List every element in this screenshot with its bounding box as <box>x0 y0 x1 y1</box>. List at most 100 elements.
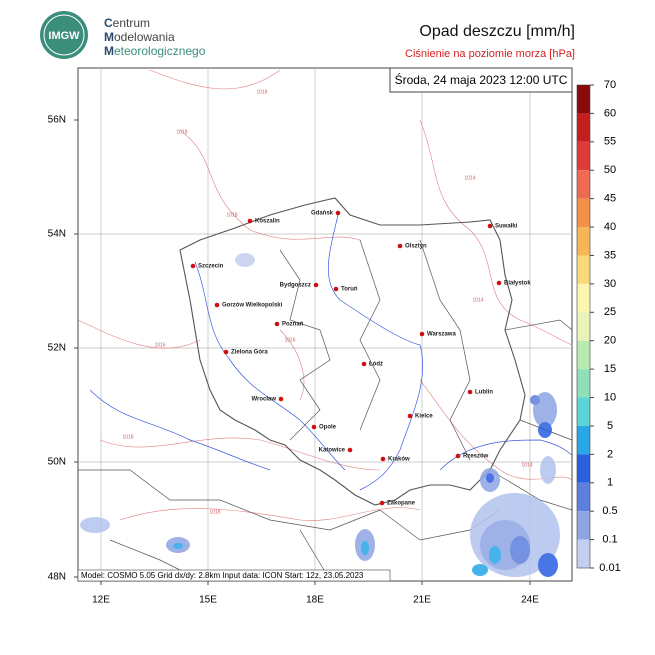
city-marker <box>496 280 502 286</box>
city-label: Rzeszów <box>463 454 489 460</box>
colorbar-label: 1 <box>607 477 613 489</box>
colorbar-label: 0.1 <box>602 533 617 545</box>
colorbar-label: 20 <box>604 335 616 347</box>
colorbar-label: 35 <box>604 249 616 261</box>
title: Opad deszczu [mm/h] <box>419 23 575 40</box>
city-label: Gdańsk <box>311 211 334 217</box>
borders <box>78 197 573 581</box>
colorbar-label: 2 <box>607 448 613 460</box>
city-label: Zielona Góra <box>231 350 268 356</box>
colorbar-segment <box>577 369 590 398</box>
city-label: Warszawa <box>427 332 456 338</box>
colorbar-segment <box>577 113 590 142</box>
colorbar-segment <box>577 340 590 370</box>
lon-label: 24E <box>521 595 539 606</box>
isobar-label: 1016 <box>154 342 165 348</box>
city-marker <box>487 223 493 229</box>
colorbar-segment <box>577 283 590 313</box>
city-label: Białystok <box>504 281 531 287</box>
city-label: Poznań <box>282 322 304 328</box>
model-info: Model: COSMO 5.05 Grid dx/dy: 2.8km Inpu… <box>81 571 364 580</box>
city-marker <box>223 349 229 355</box>
colorbar-segment <box>577 255 590 284</box>
colorbar-label: 15 <box>604 363 616 375</box>
lat-label: 56N <box>48 115 66 126</box>
time-box <box>389 67 573 93</box>
colorbar-segment <box>577 454 590 483</box>
isobar-label: 1018 <box>176 129 187 135</box>
city-label: Koszalin <box>255 219 280 225</box>
city-label: Zakopane <box>387 501 416 507</box>
colorbar-label: 55 <box>604 136 616 148</box>
lat-label: 52N <box>48 343 66 354</box>
colorbar-segment <box>577 141 590 171</box>
city-label: Suwałki <box>495 224 518 230</box>
city-marker <box>214 302 220 308</box>
city-marker <box>407 413 413 419</box>
colorbar-label: 45 <box>604 193 616 205</box>
city-label: Szczecin <box>198 264 224 270</box>
colorbar-segment <box>577 482 590 512</box>
logo <box>40 11 88 59</box>
city-marker <box>361 361 367 367</box>
colorbar-label: 10 <box>604 391 616 403</box>
colorbar-segment <box>577 170 590 199</box>
city-label: Opole <box>319 425 337 431</box>
colorbar-segment <box>577 227 590 256</box>
city-marker <box>274 321 280 327</box>
city-label: Kraków <box>388 457 410 463</box>
isobar-label: 1018 <box>256 89 267 95</box>
colorbar-label: 30 <box>604 278 616 290</box>
precipitation <box>80 253 560 577</box>
isobar-label: 1018 <box>226 212 237 218</box>
city-label: Bydgoszcz <box>280 283 311 289</box>
colorbar-label: 5 <box>607 420 613 432</box>
subtitle: Ciśnienie na poziomie morza [hPa] <box>405 48 575 60</box>
colorbar-label: 40 <box>604 221 616 233</box>
colorbar-segment <box>577 539 590 568</box>
colorbar-label: 25 <box>604 306 616 318</box>
city-marker <box>397 243 403 249</box>
colorbar-segment <box>577 397 590 426</box>
city-label: Katowice <box>319 448 346 454</box>
city-label: Lublin <box>475 390 493 396</box>
colorbar-segment <box>577 312 590 341</box>
org-line: Centrum <box>104 16 151 30</box>
valid-time: Środa, 24 maja 2023 12:00 UTC <box>395 72 568 87</box>
logo-ring <box>43 14 85 56</box>
isobar-label: 1018 <box>122 434 133 440</box>
city-marker <box>467 389 473 395</box>
colorbar-label: 0.5 <box>602 505 617 517</box>
colorbar-segment <box>577 85 590 114</box>
city-marker <box>311 424 317 430</box>
isobar-label: 1014 <box>472 297 483 303</box>
lon-label: 21E <box>413 595 431 606</box>
colorbar-segment <box>577 511 590 540</box>
city-marker <box>380 456 386 462</box>
lon-label: 15E <box>199 595 217 606</box>
lat-label: 54N <box>48 229 66 240</box>
map-frame <box>77 67 573 582</box>
isobar-labels: 1018 1018 1014 1018 1016 1014 1016 1018 1014 1018 <box>122 89 532 515</box>
colorbar-label: 0.01 <box>599 562 620 574</box>
city-marker <box>190 263 196 269</box>
city-marker <box>379 500 385 506</box>
lon-label: 18E <box>306 595 324 606</box>
lat-label: 48N <box>48 572 66 583</box>
logo-text: IMGW <box>48 30 80 42</box>
colorbar-segment <box>577 425 590 455</box>
city-label: Gorzów Wielkopolski <box>222 303 283 309</box>
isobar-label: 1016 <box>284 337 295 343</box>
org-line: Meteorologicznego <box>104 44 206 58</box>
isobar-label: 1018 <box>209 509 220 515</box>
info-box <box>77 569 391 582</box>
isobar-label: 1014 <box>521 462 532 468</box>
city-marker <box>313 282 319 288</box>
city-label: Łódź <box>369 362 383 368</box>
org-line: Modelowania <box>104 30 175 44</box>
rivers <box>89 214 573 491</box>
city-label: Toruń <box>341 287 358 293</box>
city-marker <box>335 210 341 216</box>
